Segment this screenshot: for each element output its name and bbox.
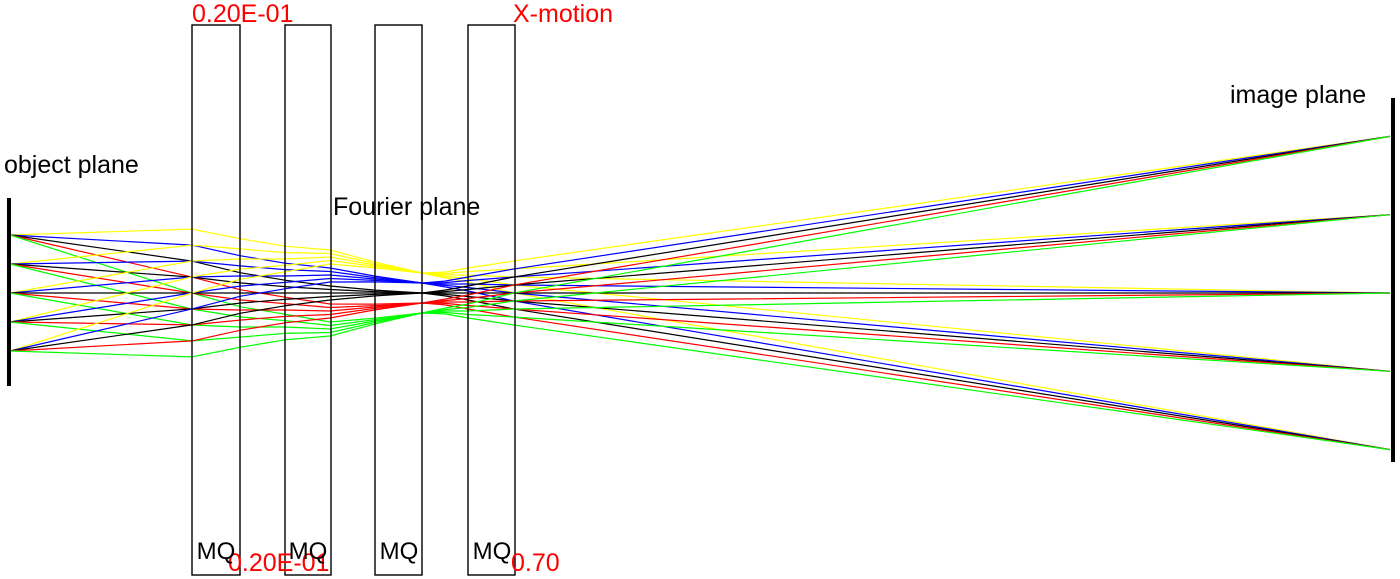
ray-black-from-point-5 (9, 135, 1391, 352)
x-motion-label: X-motion (513, 0, 614, 28)
fourier-plane-label: Fourier plane (333, 193, 481, 221)
ray-green-from-point-3 (9, 292, 1391, 330)
ray-yellow-from-point-3 (9, 256, 1391, 294)
quadrupole-group (191, 24, 516, 576)
scale-value-bottom: 0.20E-01 (228, 549, 330, 577)
scale-value-top: 0.20E-01 (192, 0, 294, 28)
quad-label-1: MQ (196, 538, 236, 565)
quadrupole-box-3 (374, 24, 423, 576)
object-plane-label: object plane (4, 151, 139, 179)
quad-label-3: MQ (379, 538, 419, 565)
quadrupole-box-1 (191, 24, 241, 576)
quad-label-4: MQ (472, 538, 512, 565)
quad-label-2: MQ (288, 538, 328, 565)
rays-group (9, 135, 1391, 451)
quadrupole-box-4 (467, 24, 516, 576)
length-value: 0.70 (511, 549, 560, 577)
quadrupole-box-2 (284, 24, 332, 576)
image-plane-label: image plane (1230, 81, 1367, 109)
ray-black-from-point-1 (9, 234, 1391, 451)
